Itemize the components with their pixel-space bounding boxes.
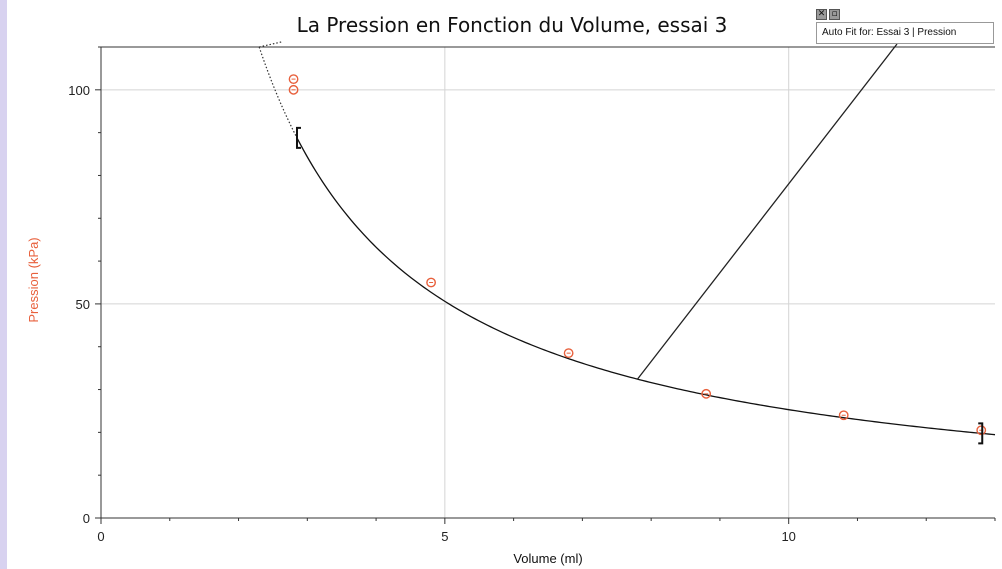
- grid: [101, 47, 995, 518]
- chart-title: La Pression en Fonction du Volume, essai…: [297, 13, 728, 37]
- auto-fit-label: Auto Fit for: Essai 3 | Pression: [822, 27, 957, 38]
- restore-icon[interactable]: ▫: [829, 9, 840, 20]
- fit-curve-group: [258, 41, 996, 436]
- data-points: [288, 74, 987, 436]
- data-point: [288, 74, 299, 85]
- y-tick-label: 100: [68, 83, 90, 98]
- y-tick-label: 0: [83, 511, 90, 526]
- data-point: [838, 410, 849, 421]
- annotation-leader-line: [636, 43, 898, 380]
- axes: [95, 46, 996, 524]
- data-point: [426, 277, 436, 288]
- auto-fit-annotation[interactable]: Auto Fit for: Essai 3 | Pression: [816, 22, 994, 44]
- data-point: [288, 84, 299, 95]
- fit-range-start-bracket: [295, 126, 301, 149]
- annotation-controls: ✕ ▫: [816, 9, 840, 21]
- close-icon[interactable]: ✕: [816, 9, 827, 20]
- data-point: [701, 388, 712, 399]
- x-tick-label: 0: [97, 529, 104, 544]
- x-tick-label: 5: [441, 529, 448, 544]
- fit-curve: [296, 137, 996, 436]
- fit-range-brackets: [295, 126, 984, 445]
- fit-curve-extrapolation-top: [259, 41, 282, 48]
- x-axis-label: Volume (ml): [513, 551, 582, 566]
- fit-range-end-bracket: [978, 422, 984, 445]
- y-tick-label: 50: [76, 297, 90, 312]
- y-axis-label: Pression (kPa): [26, 237, 41, 322]
- data-point: [563, 348, 574, 359]
- window-edge: [0, 0, 7, 569]
- fit-curve-extrapolation: [258, 46, 298, 139]
- x-tick-label: 10: [781, 529, 795, 544]
